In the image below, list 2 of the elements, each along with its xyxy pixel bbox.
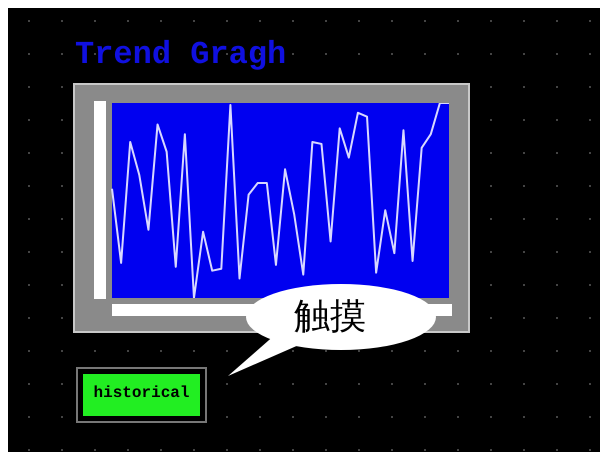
chart-title: Trend Gragh	[75, 36, 286, 73]
annotation: 触摸	[293, 295, 367, 339]
